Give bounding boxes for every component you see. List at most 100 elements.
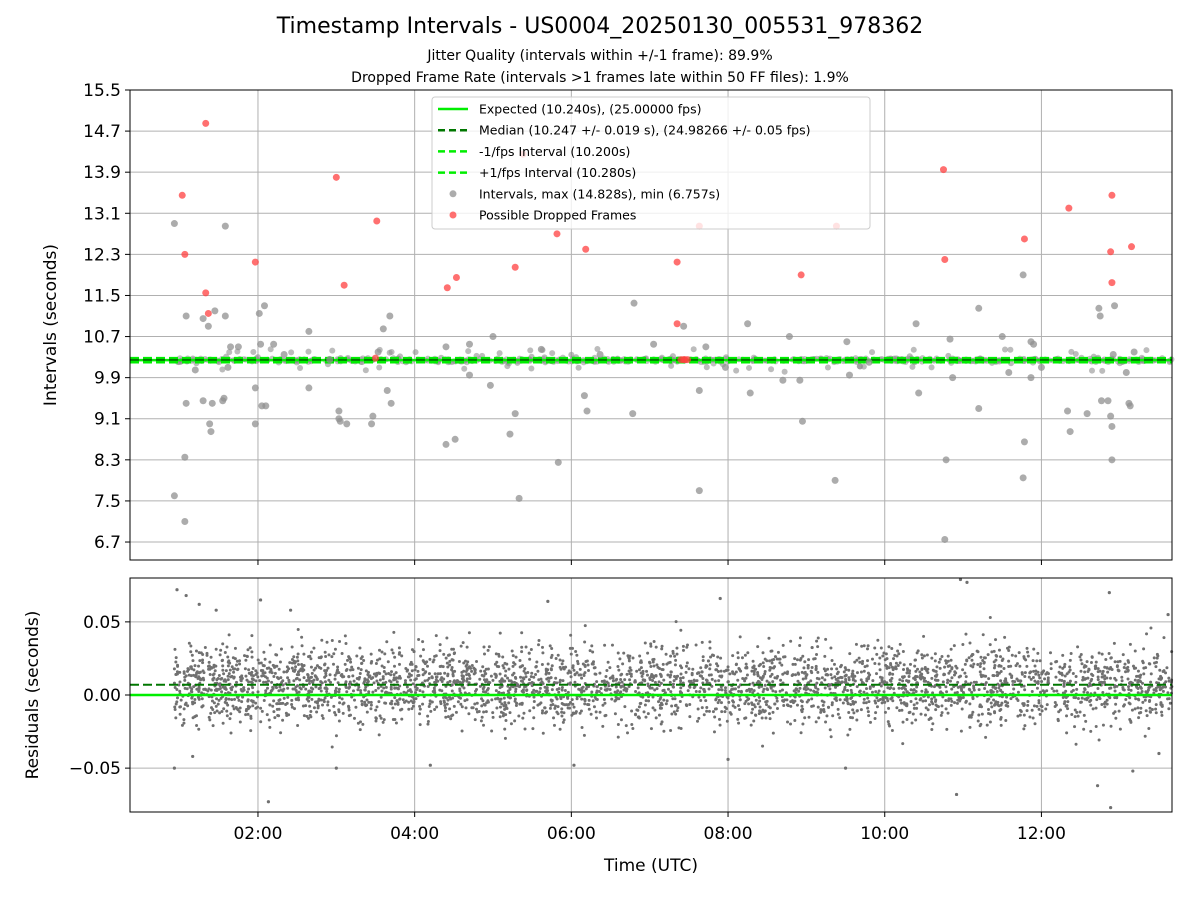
intervals-y-axis-label: Intervals (seconds) [41,244,61,406]
interval-point [1083,410,1091,418]
residual-cloud-point [319,666,323,670]
residual-cloud-point [285,670,289,674]
residual-cloud-point [814,685,818,689]
legend-box [431,96,871,230]
residual-cloud-point [600,679,604,683]
residual-cloud-point [696,707,700,711]
residual-cloud-point [517,714,521,718]
residual-cloud-point [627,657,631,661]
residual-cloud-point [746,651,750,655]
residual-cloud-point [403,681,407,685]
residual-cloud-point [465,645,469,649]
residual-cloud-point [880,678,884,682]
residual-cloud-point [503,736,507,740]
residual-cloud-point [846,688,850,692]
residual-cloud-point [426,678,430,682]
residual-cloud-point [321,703,325,707]
residual-cloud-point [446,674,450,678]
residual-cloud-point [999,688,1003,692]
residual-cloud-point [336,668,340,672]
interval-point [211,307,219,315]
residual-cloud-point [182,707,186,711]
residual-cloud-point [836,679,840,683]
interval-point [386,312,394,320]
residual-cloud-point [1093,667,1097,671]
residual-cloud-point [532,706,536,710]
residual-cloud-point [513,697,517,701]
residual-cloud-point [292,679,296,683]
residual-cloud-point [823,654,827,658]
residual-cloud-point [374,716,378,720]
residual-cloud-point [679,686,683,690]
residual-cloud-point [569,652,573,656]
interval-point [326,356,334,364]
residual-cloud-point [992,698,996,702]
residual-cloud-point [602,698,606,702]
residual-cloud-point [1018,664,1022,668]
residual-cloud-point [213,669,217,673]
residual-cloud-point [535,689,539,693]
residual-cloud-point [622,688,626,692]
residual-cloud-point [212,663,216,667]
residual-cloud-point [498,686,502,690]
residual-cloud-point [1105,702,1109,706]
residual-cloud-point [290,661,294,665]
x-tick-label: 06:00 [547,824,596,844]
residual-cloud-point [836,707,840,711]
residual-cloud-point [284,702,288,706]
residual-cloud-point [1155,656,1159,660]
interval-band-point [910,346,917,353]
residual-cloud-point [358,728,362,732]
dropped-frame-point [941,256,949,264]
residual-cloud-point [1054,675,1058,679]
residual-cloud-point [195,670,199,674]
residual-cloud-point [521,664,525,668]
residual-cloud-point [522,677,526,681]
residual-cloud-point [209,706,213,710]
residual-cloud-point [227,633,231,637]
residual-cloud-point [1035,686,1039,690]
dropped-frame-point [202,289,210,297]
residual-cloud-point [765,659,769,663]
residual-cloud-point [782,704,786,708]
interval-point [1095,304,1103,312]
residual-cloud-point [245,654,249,658]
residual-cloud-point [898,678,902,682]
residual-cloud-point [421,640,425,644]
residual-cloud-point [767,636,771,640]
residual-cloud-point [815,653,819,657]
residual-cloud-point [1016,690,1020,694]
residual-cloud-point [697,695,701,699]
residual-cloud-point [935,665,939,669]
interval-point [796,376,804,384]
residual-cloud-point [348,685,352,689]
residual-cloud-point [974,680,978,684]
residual-cloud-point [1136,691,1140,695]
residual-cloud-point [666,687,670,691]
residual-cloud-point [851,716,855,720]
residual-cloud-point [532,700,536,704]
residual-cloud-point [1142,666,1146,670]
interval-point [182,312,190,320]
residual-cloud-point [309,650,313,654]
residual-cloud-point [281,718,285,722]
residual-cloud-point [172,667,176,671]
residual-cloud-point [938,657,942,661]
residual-cloud-point [575,697,579,701]
residual-cloud-point [208,718,212,722]
residual-cloud-point [279,731,283,735]
interval-point [843,338,851,346]
residual-cloud-point [708,663,712,667]
residual-cloud-point [884,652,888,656]
interval-point [1107,412,1115,420]
residual-cloud-point [1019,679,1023,683]
residual-cloud-point [1159,701,1163,705]
residual-cloud-point [1011,683,1015,687]
residual-cloud-point [1160,704,1164,708]
residual-cloud-point [879,646,883,650]
residual-cloud-point [197,685,201,689]
residual-cloud-point [384,685,388,689]
residual-cloud-point [719,656,723,660]
residual-cloud-point [1095,698,1099,702]
residual-cloud-point [670,712,674,716]
